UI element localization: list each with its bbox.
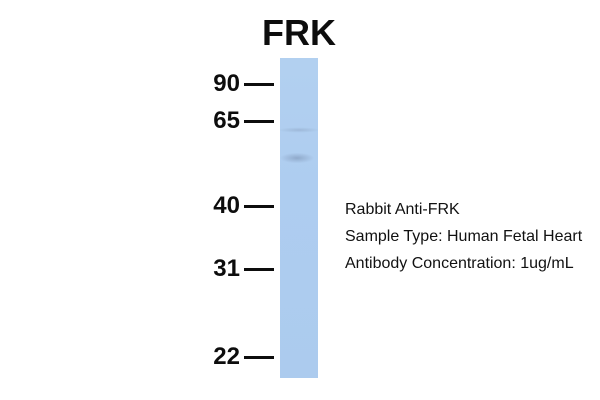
mw-marker-65: 65 <box>150 107 280 135</box>
annotation-concentration: Antibody Concentration: 1ug/mL <box>345 255 574 272</box>
mw-marker-label: 22 <box>213 343 240 370</box>
faint-band-upper <box>280 126 318 134</box>
mw-marker-tick <box>244 119 274 123</box>
mw-marker-label: 65 <box>213 107 240 134</box>
mw-marker-40: 40 <box>150 192 280 220</box>
mw-marker-label: 31 <box>213 255 240 282</box>
faint-band-main <box>280 151 318 165</box>
annotation-antibody: Rabbit Anti-FRK <box>345 201 460 218</box>
mw-marker-tick <box>244 267 274 271</box>
mw-marker-label: 40 <box>213 192 240 219</box>
figure-title: FRK <box>262 12 336 53</box>
mw-marker-90: 90 <box>150 70 280 98</box>
mw-marker-31: 31 <box>150 255 280 283</box>
annotation-sample-type: Sample Type: Human Fetal Heart <box>345 228 583 245</box>
mw-marker-tick <box>244 204 274 208</box>
mw-marker-tick <box>244 355 274 359</box>
mw-marker-label: 90 <box>213 70 240 97</box>
mw-marker-tick <box>244 82 274 86</box>
mw-marker-22: 22 <box>150 343 280 371</box>
annotation-block: Rabbit Anti-FRK Sample Type: Human Fetal… <box>345 196 582 277</box>
blot-lane <box>280 58 318 378</box>
